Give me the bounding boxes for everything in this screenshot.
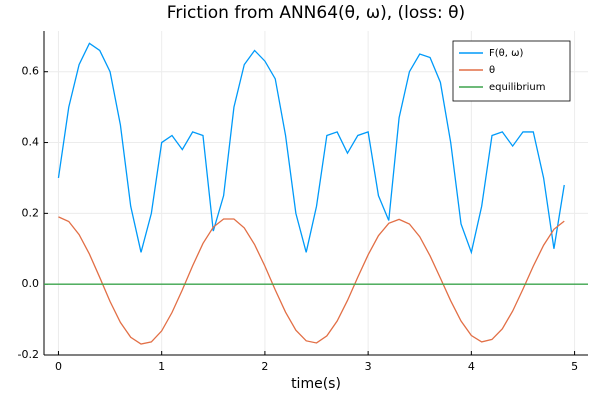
series-line	[57, 42, 565, 255]
x-tick-label: 1	[158, 360, 165, 373]
legend-label: θ	[489, 65, 495, 76]
y-tick-label: 0.6	[22, 65, 40, 78]
legend-label: equilibrium	[489, 82, 546, 93]
series-line	[58, 216, 565, 345]
chart-title: Friction from ANN64(θ, ω), (loss: θ)	[167, 3, 465, 23]
y-tick-label: 0.0	[22, 277, 40, 290]
x-tick-label: 5	[571, 360, 578, 373]
x-tick-label: 4	[468, 360, 475, 373]
y-tick-label: -0.2	[18, 348, 39, 361]
x-tick-label: 2	[261, 360, 268, 373]
y-tick-label: 0.4	[22, 136, 40, 149]
legend-label: F(θ, ω)	[489, 48, 524, 59]
legend-box	[452, 40, 571, 102]
x-tick-label: 3	[365, 360, 372, 373]
x-tick-label: 0	[55, 360, 62, 373]
y-tick-label: 0.2	[22, 206, 40, 219]
x-axis-label: time(s)	[291, 376, 341, 392]
